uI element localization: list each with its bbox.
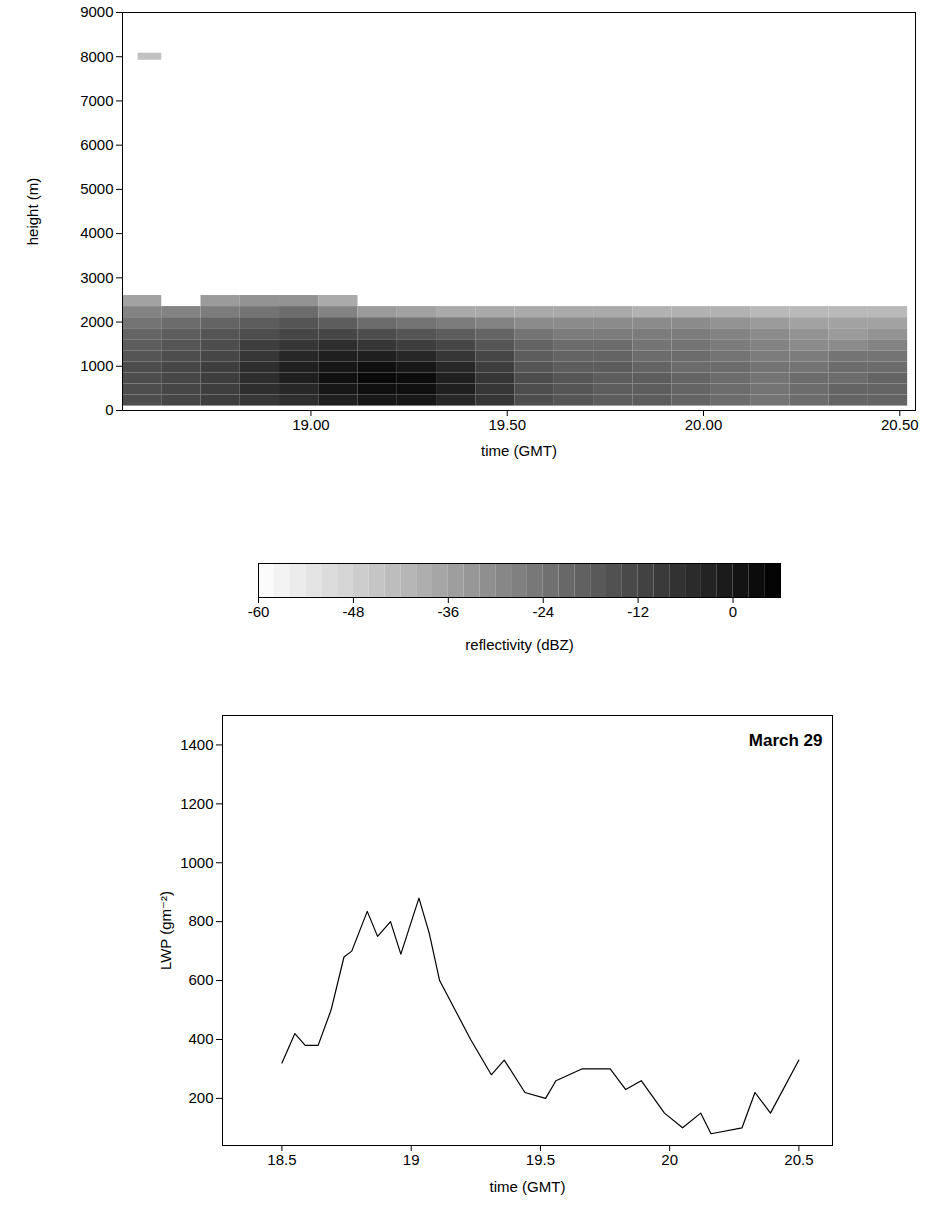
- svg-text:19.50: 19.50: [488, 416, 526, 433]
- svg-text:0: 0: [105, 401, 113, 418]
- svg-text:height (m): height (m): [24, 178, 41, 246]
- svg-text:19.5: 19.5: [526, 1151, 555, 1168]
- svg-text:-60: -60: [248, 603, 270, 620]
- svg-text:8000: 8000: [80, 48, 113, 65]
- svg-text:1200: 1200: [180, 795, 213, 812]
- svg-text:reflectivity (dBZ): reflectivity (dBZ): [465, 636, 573, 653]
- svg-text:time (GMT): time (GMT): [481, 442, 557, 459]
- svg-text:-36: -36: [437, 603, 459, 620]
- svg-text:800: 800: [188, 912, 213, 929]
- svg-text:-48: -48: [343, 603, 365, 620]
- svg-text:200: 200: [188, 1089, 213, 1106]
- svg-text:7000: 7000: [80, 92, 113, 109]
- svg-text:20: 20: [661, 1151, 678, 1168]
- svg-text:1000: 1000: [180, 854, 213, 871]
- svg-text:18.5: 18.5: [267, 1151, 296, 1168]
- svg-text:-12: -12: [627, 603, 649, 620]
- svg-text:9000: 9000: [80, 3, 113, 20]
- svg-text:400: 400: [188, 1030, 213, 1047]
- svg-text:19.00: 19.00: [292, 416, 330, 433]
- svg-text:LWP (gm⁻²): LWP (gm⁻²): [157, 891, 174, 970]
- svg-text:1400: 1400: [180, 736, 213, 753]
- svg-text:6000: 6000: [80, 136, 113, 153]
- svg-text:3000: 3000: [80, 269, 113, 286]
- svg-text:20.5: 20.5: [784, 1151, 813, 1168]
- svg-text:20.50: 20.50: [881, 416, 919, 433]
- svg-text:20.00: 20.00: [685, 416, 723, 433]
- svg-text:March 29: March 29: [749, 731, 823, 750]
- svg-text:2000: 2000: [80, 313, 113, 330]
- svg-text:1000: 1000: [80, 357, 113, 374]
- svg-text:time (GMT): time (GMT): [490, 1178, 566, 1195]
- svg-text:0: 0: [729, 603, 737, 620]
- svg-text:4000: 4000: [80, 224, 113, 241]
- svg-text:600: 600: [188, 971, 213, 988]
- svg-text:-24: -24: [532, 603, 554, 620]
- svg-text:5000: 5000: [80, 180, 113, 197]
- svg-text:19: 19: [403, 1151, 420, 1168]
